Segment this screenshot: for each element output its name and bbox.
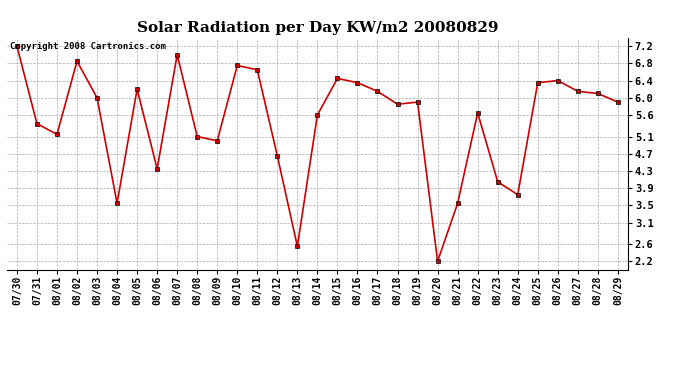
Text: Copyright 2008 Cartronics.com: Copyright 2008 Cartronics.com [10,42,166,51]
Title: Solar Radiation per Day KW/m2 20080829: Solar Radiation per Day KW/m2 20080829 [137,21,498,35]
